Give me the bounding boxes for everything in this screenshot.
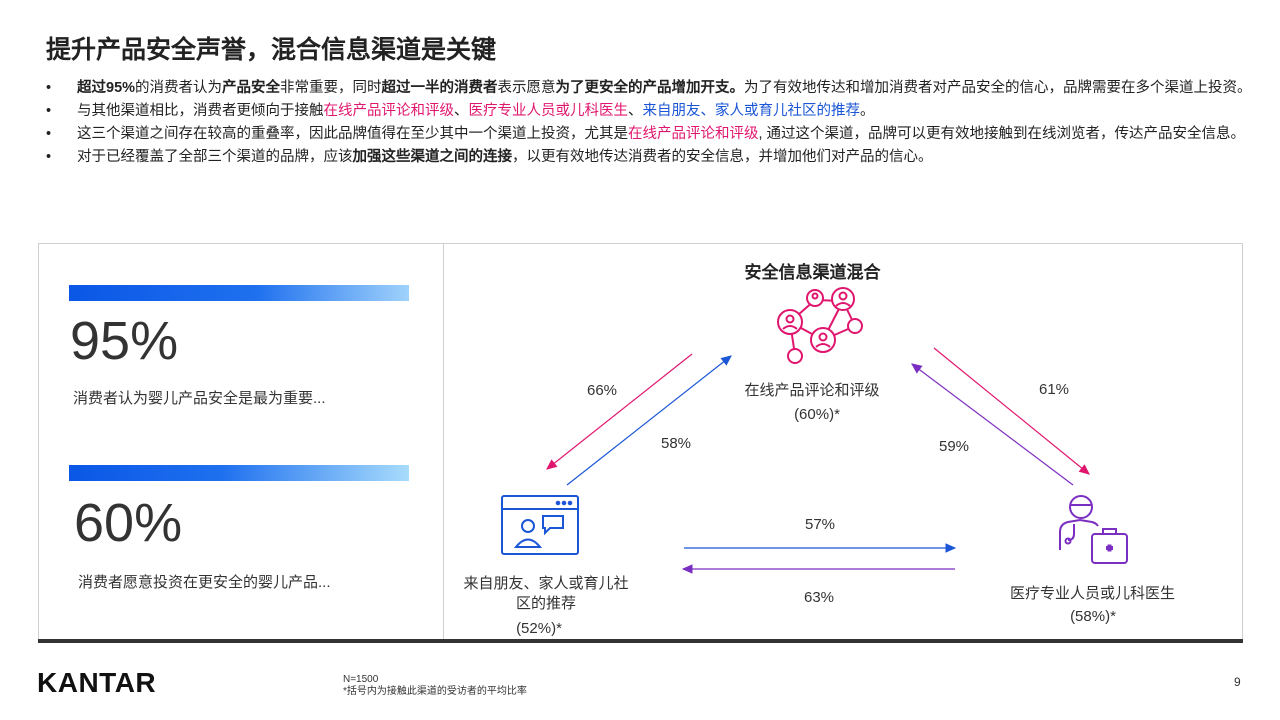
bullet-item: 超过95%的消费者认为产品安全非常重要，同时超过一半的消费者表示愿意为了更安全的… <box>44 80 1254 97</box>
stat-bar-1 <box>69 285 409 301</box>
footnote: N=1500 *括号内为接触此渠道的受访者的平均比率 <box>343 674 527 698</box>
bullet-segment: ，以更有效地传达消费者的安全信息，并增加他们对产品的信心。 <box>512 149 933 165</box>
bottom-rule <box>38 639 1243 643</box>
bullet-segment: 超过95% <box>77 80 136 96</box>
node-label-medical: 医疗专业人员或儿科医生 <box>1009 585 1175 602</box>
bullet-segment: 。 <box>860 103 875 119</box>
bullet-segment: 的消费者认为 <box>135 80 223 96</box>
footnote-sample: N=1500 <box>343 674 379 685</box>
stat-desc-2: 消费者愿意投资在更安全的婴儿产品... <box>78 574 331 591</box>
bullet-list: 超过95%的消费者认为产品安全非常重要，同时超过一半的消费者表示愿意为了更安全的… <box>44 80 1254 172</box>
flow-label-online-to-friends: 66% <box>586 382 618 399</box>
flow-label-friends-to-medical: 57% <box>804 516 836 533</box>
stat-bar-2 <box>69 465 409 481</box>
node-label-friends-2: 区的推荐 <box>515 595 576 612</box>
bullet-item: 与其他渠道相比，消费者更倾向于接触在线产品评论和评级、医疗专业人员或儿科医生、来… <box>44 103 1254 120</box>
bullet-segment: , 通过这个渠道，品牌可以更有效地接触到在线浏览者，传达产品安全信息。 <box>758 126 1246 142</box>
arrow-online-to-medical <box>933 347 1090 475</box>
bullet-segment: 非常重要，同时 <box>280 80 382 96</box>
flow-label-online-to-medical: 61% <box>1038 381 1070 398</box>
bullet-segment: 为了更安全的产品增加开支。 <box>555 80 745 96</box>
diagram-title: 安全信息渠道混合 <box>744 263 881 282</box>
flow-label-medical-to-online: 59% <box>938 438 970 455</box>
bullet-segment: 为了有效地传达和增加消费者对产品安全的信心，品牌需要在多个渠道上投资。 <box>744 80 1252 96</box>
stat-desc-1: 消费者认为婴儿产品安全是最为重要... <box>73 390 326 407</box>
bullet-segment: 来自朋友、家人或育儿社区的推荐 <box>642 103 861 119</box>
stat-value-2: 60% <box>74 493 183 553</box>
flow-label-friends-to-online: 58% <box>660 435 692 452</box>
stat-value-1: 95% <box>70 311 179 371</box>
bullet-item: 对于已经覆盖了全部三个渠道的品牌，应该加强这些渠道之间的连接，以更有效地传达消费… <box>44 149 1254 166</box>
bullet-segment: 超过一半的消费者 <box>381 80 498 96</box>
bullet-segment: 、 <box>454 103 469 119</box>
kantar-logo: KANTAR <box>37 667 157 698</box>
node-pct-medical: (58%)* <box>1070 608 1116 625</box>
page-number: 9 <box>1234 675 1241 689</box>
chat-window-icon <box>501 495 579 555</box>
bullet-item: 这三个渠道之间存在较高的重叠率，因此品牌值得在至少其中一个渠道上投资，尤其是在线… <box>44 126 1254 143</box>
bullet-segment: 与其他渠道相比，消费者更倾向于接触 <box>77 103 324 119</box>
footnote-note: *括号内为接触此渠道的受访者的平均比率 <box>343 686 527 697</box>
page-title: 提升产品安全声誉，混合信息渠道是关键 <box>46 36 497 64</box>
bullet-segment: 、 <box>628 103 643 119</box>
bullet-segment: 在线产品评论和评级 <box>628 126 759 142</box>
arrow-friends-to-online <box>566 355 732 486</box>
flow-label-medical-to-friends: 63% <box>803 589 835 606</box>
node-pct-online: (60%)* <box>794 406 840 423</box>
arrow-medical-to-online <box>911 363 1074 486</box>
bullet-segment: 对于已经覆盖了全部三个渠道的品牌，应该 <box>77 149 353 165</box>
arrow-online-to-friends <box>546 353 693 470</box>
bullet-segment: 这三个渠道之间存在较高的重叠率，因此品牌值得在至少其中一个渠道上投资，尤其是 <box>77 126 628 142</box>
doctor-icon <box>1059 495 1128 564</box>
bullet-segment: 在线产品评论和评级 <box>323 103 455 119</box>
node-label-online: 在线产品评论和评级 <box>744 382 880 399</box>
node-label-friends-1: 来自朋友、家人或育儿社 <box>463 575 629 592</box>
node-pct-friends: (52%)* <box>516 620 562 637</box>
bullet-segment: 医疗专业人员或儿科医生 <box>468 103 629 119</box>
bullet-segment: 表示愿意 <box>497 80 556 96</box>
bullet-segment: 加强这些渠道之间的连接 <box>352 149 513 165</box>
network-icon <box>777 287 863 364</box>
bullet-segment: 产品安全 <box>222 80 281 96</box>
